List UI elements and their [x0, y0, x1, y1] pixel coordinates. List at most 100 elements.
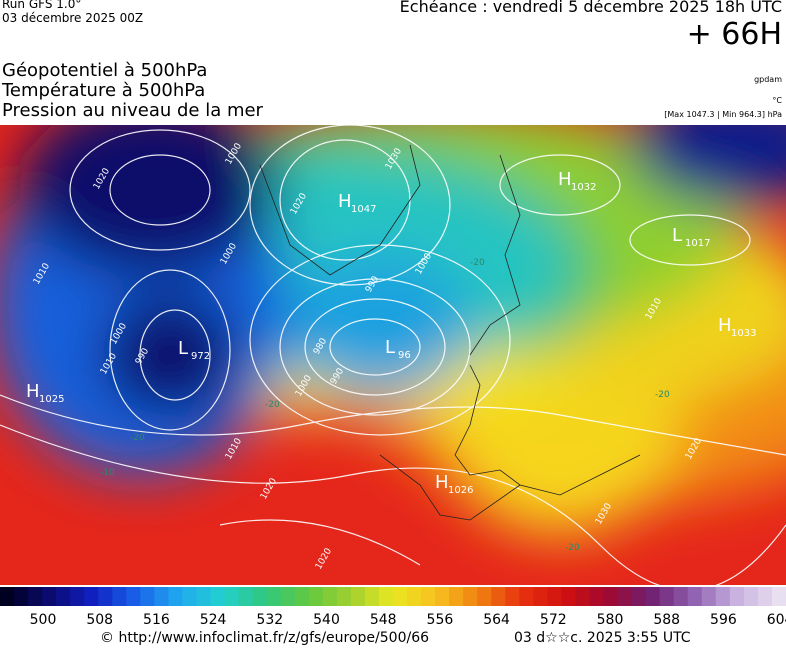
- scale-label: 500: [30, 612, 57, 625]
- scale-swatch: [126, 587, 141, 606]
- scale-swatch: [407, 587, 422, 606]
- scale-label: 548: [370, 612, 397, 625]
- center-letter: H: [558, 169, 572, 190]
- temp-label: -20: [470, 258, 485, 268]
- scale-swatch: [659, 587, 675, 606]
- scale-swatch: [743, 587, 759, 606]
- run: Run GFS 1.0°: [2, 0, 82, 11]
- scale-swatch: [463, 587, 478, 606]
- center-value: 1032: [571, 182, 596, 193]
- scale-swatch: [112, 587, 127, 606]
- scale-swatch: [238, 587, 254, 606]
- temp-label: -20: [130, 433, 145, 443]
- scale-swatch: [533, 587, 548, 606]
- temp-label: -20: [565, 543, 580, 553]
- scale-swatch: [28, 587, 43, 606]
- center-value: 1025: [39, 394, 64, 405]
- scale-swatch: [98, 587, 113, 606]
- center-value: 1047: [351, 204, 376, 215]
- center-letter: L: [672, 225, 682, 246]
- scale-swatch: [435, 587, 450, 606]
- scale-label: 564: [483, 612, 510, 625]
- scale-swatch: [294, 587, 310, 606]
- scale-swatch: [589, 587, 605, 606]
- scale-label: 532: [256, 612, 283, 625]
- scale-swatch: [561, 587, 576, 606]
- scale-swatch: [603, 587, 619, 606]
- scale-swatch: [42, 587, 57, 606]
- scale-swatch: [729, 587, 745, 606]
- center-letter: H: [718, 315, 732, 336]
- scale-label: 580: [597, 612, 624, 625]
- scale-swatch: [140, 587, 155, 606]
- scale-swatch: [449, 587, 464, 606]
- title: Géopotentiel à 500hPa: [2, 60, 208, 81]
- lead-time: + 66H: [686, 17, 782, 52]
- scale-swatch: [168, 587, 183, 606]
- scale-swatch: [701, 587, 717, 606]
- scale-label: 524: [200, 612, 227, 625]
- scale-label: 516: [143, 612, 170, 625]
- scale-label: 508: [86, 612, 113, 625]
- scale-swatch: [56, 587, 71, 606]
- scale-swatch: [617, 587, 633, 606]
- scale-swatch: [687, 587, 703, 606]
- scale-swatch: [154, 587, 169, 606]
- center-value: 96: [398, 350, 411, 361]
- temp-label: -20: [265, 400, 280, 410]
- center-value: 1017: [685, 238, 710, 249]
- scale-swatch: [252, 587, 268, 606]
- scale-swatch: [0, 587, 15, 606]
- temp-label: -10: [100, 468, 115, 478]
- center-letter: L: [385, 337, 395, 358]
- scale-label: 572: [540, 612, 567, 625]
- extremes: [Max 1047.3 | Min 964.3] hPa: [664, 110, 782, 119]
- scale-swatch: [771, 587, 786, 606]
- generated: 03 d☆☆c. 2025 3:55 UTC: [514, 630, 691, 646]
- echeance: Echéance : vendredi 5 décembre 2025 18h …: [399, 0, 782, 16]
- scale-swatch: [14, 587, 29, 606]
- scale-label: 556: [427, 612, 454, 625]
- scale-swatch: [575, 587, 590, 606]
- scale-swatch: [645, 587, 661, 606]
- unit-temp: °C: [772, 96, 782, 105]
- center-letter: H: [435, 472, 449, 493]
- source-url: © http://www.infoclimat.fr/z/gfs/europe/…: [100, 630, 430, 646]
- center-letter: H: [26, 381, 40, 402]
- scale-swatch: [477, 587, 492, 606]
- scale-swatch: [280, 587, 296, 606]
- scale-swatch: [547, 587, 562, 606]
- scale-swatch: [322, 587, 338, 606]
- scale-swatch: [757, 587, 773, 606]
- color-scale: 500 508 516 524 532 540 548 556 564 572 580 588 596 6…: [0, 587, 786, 625]
- scale-swatch: [421, 587, 436, 606]
- center-letter: L: [178, 338, 188, 359]
- scale-swatch: [196, 587, 212, 606]
- scale-swatch: [182, 587, 197, 606]
- scale-label: 588: [653, 612, 680, 625]
- scale-swatch: [505, 587, 520, 606]
- scale-swatch: [210, 587, 226, 606]
- center-letter: H: [338, 191, 352, 212]
- scale-swatch: [364, 587, 380, 606]
- scale-label: 596: [710, 612, 737, 625]
- scale-swatch: [266, 587, 282, 606]
- scale-swatch: [631, 587, 647, 606]
- scale-swatch: [491, 587, 506, 606]
- center-value: 972: [191, 351, 210, 362]
- center-value: 1026: [448, 485, 473, 496]
- run-date: 03 décembre 2025 00Z: [2, 11, 144, 25]
- scale-label: 540: [313, 612, 340, 625]
- scale-swatch: [308, 587, 324, 606]
- scale-swatch: [70, 587, 85, 606]
- scale-swatch: [519, 587, 534, 606]
- scale-swatch: [350, 587, 366, 606]
- unit-height: gpdam: [754, 75, 782, 84]
- title: Pression au niveau de la mer: [2, 100, 263, 121]
- scale-label: 604: [767, 612, 786, 625]
- scale-swatch: [224, 587, 240, 606]
- scale-swatch: [393, 587, 408, 606]
- scale-swatch: [336, 587, 352, 606]
